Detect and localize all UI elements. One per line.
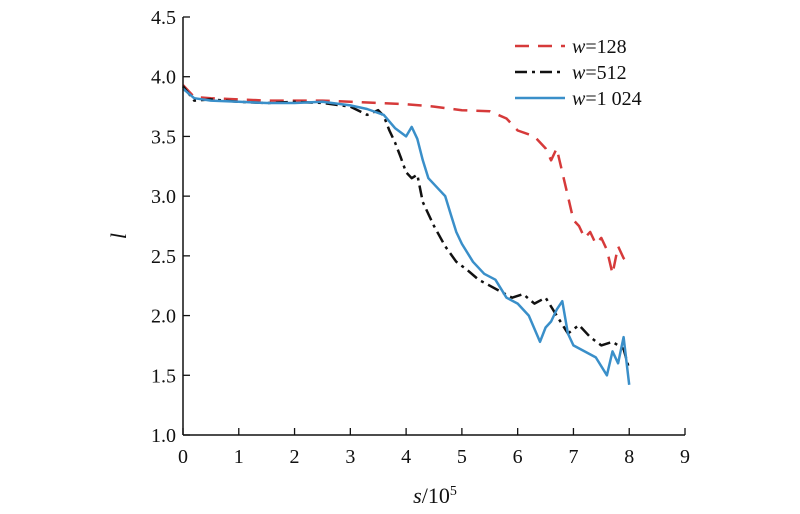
legend-label-2: w=512: [572, 62, 627, 84]
x-tick-label: 0: [178, 446, 188, 468]
legend-label-var: w: [572, 88, 586, 110]
y-tick-label: 3.0: [151, 186, 176, 208]
y-tick-label: 1.0: [151, 425, 176, 447]
axes-layer: [182, 17, 685, 436]
legend-label-var: w: [572, 36, 586, 58]
series-line-2: [182, 85, 631, 370]
ticks-layer: 0 1 2 3 4 5 6 7 8 9 1.0 1.5 2.0 2.5 3.0 3.5 4.0 4.5: [151, 7, 690, 468]
x-tick-label: 5: [457, 446, 467, 468]
series-line-1: [182, 84, 631, 276]
x-tick-label: 3: [345, 446, 355, 468]
x-axis-label: s/105: [413, 483, 457, 508]
x-axis-label-rest: /10: [422, 483, 450, 508]
y-tick-label: 2.0: [151, 306, 176, 328]
x-tick-label: 8: [624, 446, 634, 468]
y-tick-label: 4.5: [151, 7, 176, 29]
axis-labels: s/105 l: [106, 233, 457, 508]
legend-label-rest: =512: [585, 62, 626, 84]
x-tick-label: 7: [568, 446, 578, 468]
x-axis-label-sup: 5: [450, 484, 457, 499]
y-tick-label: 3.5: [151, 126, 176, 148]
legend-label-rest: =128: [585, 36, 626, 58]
x-tick-label: 4: [401, 446, 411, 468]
legend-label-rest: =1 024: [585, 88, 641, 110]
x-tick-label: 1: [234, 446, 244, 468]
y-tick-label: 1.5: [151, 365, 176, 387]
x-axis-label-var: s: [413, 483, 422, 508]
legend-label-1: w=128: [572, 36, 627, 58]
legend-label-var: w: [572, 62, 586, 84]
x-tick-label: 2: [290, 446, 300, 468]
y-tick-label: 2.5: [151, 246, 176, 268]
y-axis-label: l: [106, 233, 131, 239]
y-tick-label: 4.0: [151, 67, 176, 89]
x-tick-label: 9: [680, 446, 690, 468]
legend-label-3: w=1 024: [572, 88, 642, 110]
series-line-3: [182, 87, 631, 385]
series-layer: [182, 84, 631, 385]
x-tick-label: 6: [513, 446, 523, 468]
